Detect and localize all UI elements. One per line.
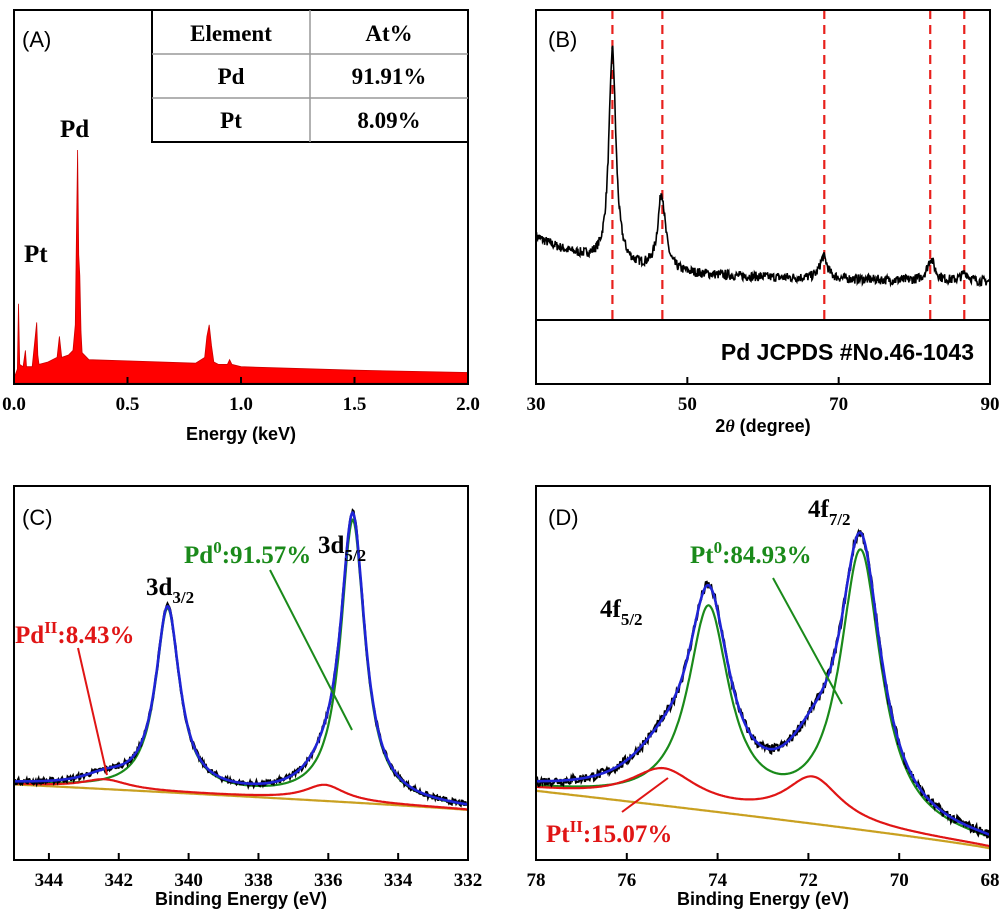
envelope-curve: [14, 510, 469, 806]
x-tick-label: 332: [454, 870, 483, 891]
panel-label-a: (A): [22, 27, 51, 52]
annotation-pd: Pd: [60, 116, 89, 143]
label-ptii-sup: II: [570, 817, 584, 836]
x-tick-label: 30: [527, 394, 546, 415]
x-tick-label: 78: [527, 870, 546, 891]
x-tick-label: 72: [799, 870, 818, 891]
label-4f52-sub: 5/2: [621, 610, 643, 629]
label-3d32-sub: 3/2: [172, 588, 194, 607]
xps-pt-curves: [534, 528, 992, 850]
label-3d52: 3d5/2: [318, 532, 366, 565]
pdii-leader-line: [77, 647, 108, 776]
label-pdii: PdII:8.43%: [15, 618, 135, 649]
plot-frame-c: [13, 485, 469, 861]
label-pd0: Pd0:91.57%: [184, 538, 311, 569]
x-tick-label: 344: [35, 870, 64, 891]
x-axis-label-b-suffix: (degree): [735, 416, 811, 436]
table-cell-pt: Pt: [220, 108, 242, 133]
x-tick-label: 336: [314, 870, 343, 891]
panel-a: (A) Pd Pt Element At% Pd 91.91% Pt 8.09%…: [2, 9, 480, 444]
label-4f72: 4f7/2: [808, 496, 851, 529]
annotation-pt: Pt: [24, 241, 48, 268]
x-tick-label: 1.5: [343, 394, 367, 415]
xrd-pattern-line: [535, 45, 991, 288]
table-cell-pd-value: 91.91%: [352, 64, 427, 89]
label-4f52: 4f5/2: [600, 596, 643, 629]
label-3d32-main: 3d: [146, 574, 173, 601]
envelope-curve: [535, 531, 991, 837]
x-tick-label: 2.0: [456, 394, 480, 415]
x-axis-ticks-c: 344 342 340 338 336 334 332: [35, 853, 483, 891]
table-cell-pd: Pd: [218, 64, 245, 89]
x-tick-label: 1.0: [229, 394, 253, 415]
label-4f52-main: 4f: [600, 596, 622, 623]
x-axis-ticks-b: 30 50 70 90: [527, 377, 1000, 415]
panel-label-c: (C): [22, 505, 53, 530]
x-tick-label: 0.5: [116, 394, 140, 415]
x-tick-label: 76: [617, 870, 636, 891]
component-curve-ptii: [535, 766, 991, 848]
x-axis-label-b-prefix: 2: [715, 416, 725, 436]
reference-lines: [611, 10, 966, 320]
label-pdii-value: :8.43%: [57, 622, 134, 649]
x-tick-label: 70: [890, 870, 909, 891]
table-header-element: Element: [190, 21, 272, 46]
x-axis-ticks-a: 0.0 0.5 1.0 1.5 2.0: [2, 377, 480, 415]
x-tick-label: 0.0: [2, 394, 26, 415]
panel-d: (D) 4f7/2 4f5/2 Pt0:84.93% PtII:15.07% 7…: [527, 485, 1000, 909]
background-curve: [14, 783, 469, 812]
label-3d52-sub: 5/2: [344, 546, 366, 565]
x-tick-label: 342: [105, 870, 134, 891]
eds-spectrum-area: [13, 149, 469, 384]
label-pdii-main: Pd: [15, 622, 44, 649]
panel-label-d: (D): [548, 505, 579, 530]
x-axis-label-d: Binding Energy (eV): [677, 889, 849, 909]
x-tick-label: 90: [981, 394, 1000, 415]
ptii-leader-line: [621, 777, 669, 813]
plot-frame-d: [535, 485, 991, 861]
x-axis-label-b-theta: θ: [725, 416, 735, 436]
x-tick-label: 334: [384, 870, 413, 891]
label-pt0-sup: 0: [714, 538, 723, 557]
x-axis-label-b: 2θ (degree): [715, 416, 810, 436]
pd0-leader-line: [269, 569, 353, 731]
label-pd0-value: :91.57%: [222, 542, 312, 569]
label-pd0-sup: 0: [213, 538, 222, 557]
component-curve-pdii: [14, 778, 469, 811]
x-tick-label: 74: [708, 870, 728, 891]
element-table: Element At% Pd 91.91% Pt 8.09%: [151, 9, 469, 143]
x-tick-label: 50: [678, 394, 697, 415]
background-curve: [535, 789, 991, 850]
label-pt0-main: Pt: [690, 542, 714, 569]
panel-c: (C) 3d5/2 3d3/2 Pd0:91.57% PdII:8.43% 34…: [12, 485, 483, 909]
label-pt0-value: :84.93%: [722, 542, 812, 569]
panel-b: (B) Pd JCPDS #No.46-1043 30 50 70 90 2θ (de…: [527, 9, 1000, 436]
x-tick-label: 68: [981, 870, 1000, 891]
label-ptii-value: :15.07%: [583, 821, 673, 848]
plot-frame-b: [535, 9, 991, 385]
x-axis-label-c: Binding Energy (eV): [155, 889, 327, 909]
x-tick-label: 70: [829, 394, 848, 415]
label-4f72-sub: 7/2: [829, 510, 851, 529]
label-3d32: 3d3/2: [146, 574, 194, 607]
pt0-leader-line: [772, 577, 843, 705]
label-pt0: Pt0:84.93%: [690, 538, 812, 569]
x-tick-label: 338: [244, 870, 273, 891]
label-pd0-main: Pd: [184, 542, 213, 569]
x-tick-label: 340: [174, 870, 203, 891]
xps-pd-curves: [12, 508, 469, 812]
panel-label-b: (B): [548, 27, 577, 52]
x-axis-ticks-d: 78 76 74 72 70 68: [527, 853, 1000, 891]
table-header-at: At%: [365, 21, 412, 46]
label-pdii-sup: II: [44, 618, 58, 637]
label-ptii-main: Pt: [546, 821, 570, 848]
label-4f72-main: 4f: [808, 496, 830, 523]
label-ptii: PtII:15.07%: [546, 817, 672, 848]
x-axis-label-a: Energy (keV): [186, 424, 296, 444]
reference-card-label: Pd JCPDS #No.46-1043: [721, 339, 974, 365]
label-3d52-main: 3d: [318, 532, 345, 559]
table-cell-pt-value: 8.09%: [357, 108, 420, 133]
